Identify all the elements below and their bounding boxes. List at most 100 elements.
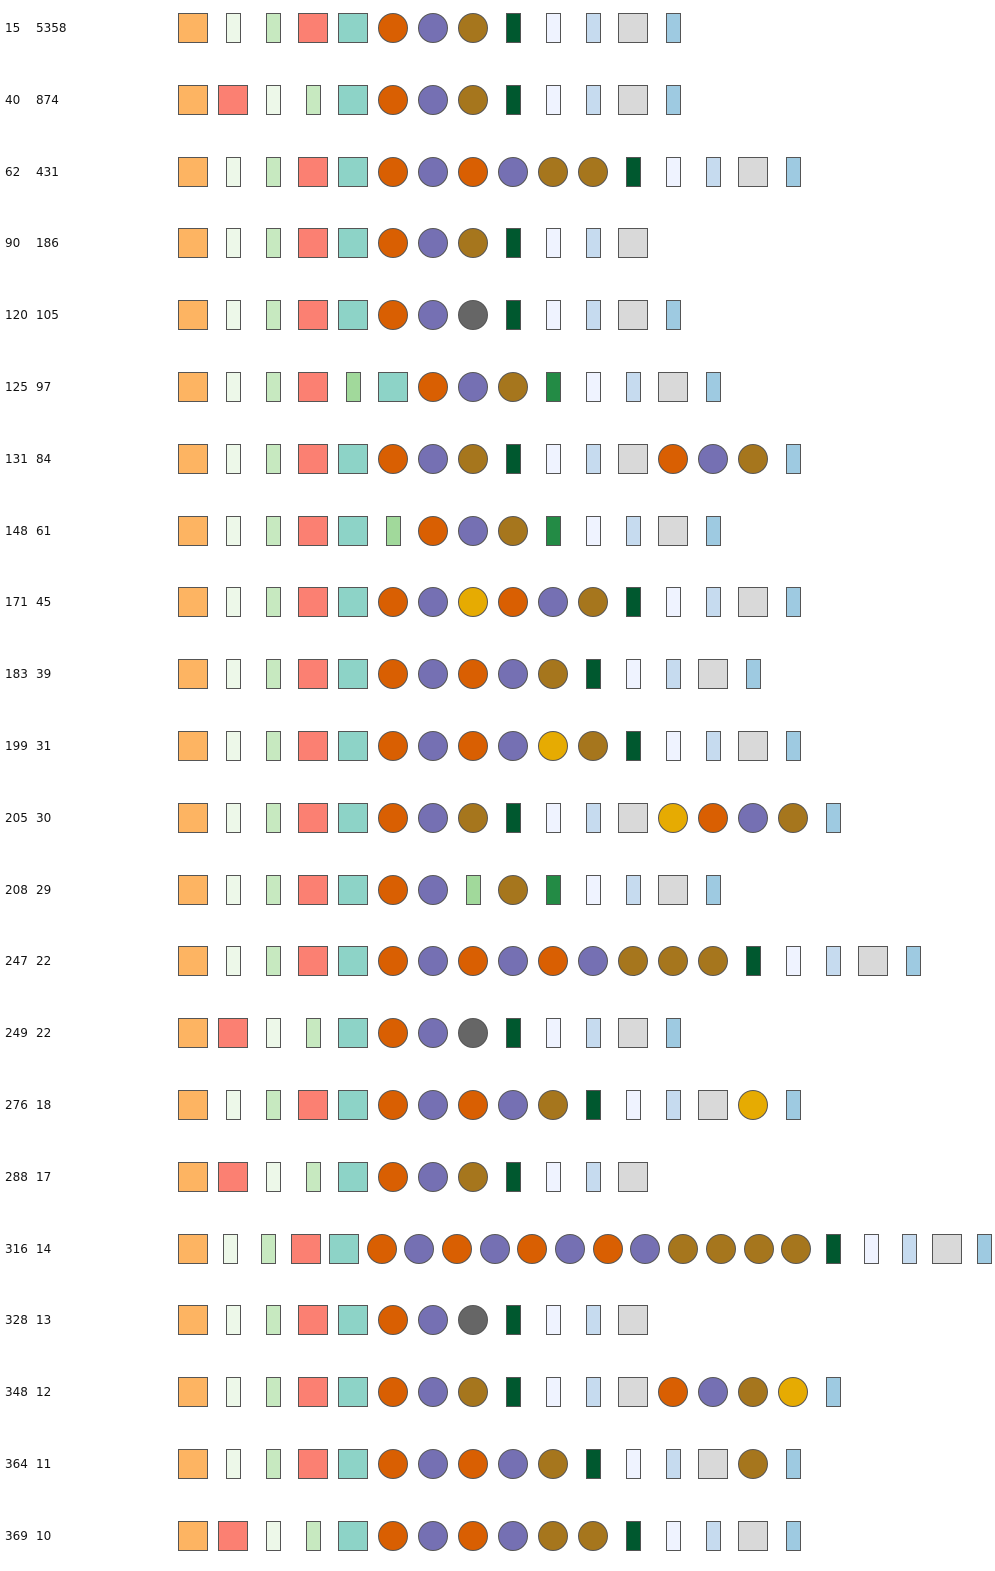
row-count-label: 22 (36, 1026, 52, 1041)
glyph-circle (578, 946, 608, 976)
glyph-circle (738, 1377, 768, 1407)
glyph-bar (826, 946, 841, 976)
glyph-bar (266, 1162, 281, 1192)
glyph-circle (418, 85, 448, 115)
glyph-circle (658, 803, 688, 833)
glyph-circle (538, 731, 568, 761)
glyph-circle (418, 875, 448, 905)
glyph-circle (458, 1377, 488, 1407)
glyph-bar (226, 13, 241, 43)
glyph-square (658, 372, 688, 402)
glyph-bar (666, 1521, 681, 1551)
glyph-circle (658, 1377, 688, 1407)
glyph-circle (378, 85, 408, 115)
glyph-bar (226, 1305, 241, 1335)
glyph-circle (378, 659, 408, 689)
glyph-bar (706, 1521, 721, 1551)
glyph-bar (586, 300, 601, 330)
row-id-label: 364 (5, 1457, 28, 1471)
glyph-square (178, 516, 208, 546)
row-id-label: 40 (5, 92, 21, 107)
glyph-circle (698, 444, 728, 474)
glyph-bar (626, 1449, 641, 1479)
glyph-bar (786, 444, 801, 474)
glyph-circle (458, 1305, 488, 1335)
glyph-bar (226, 1377, 241, 1407)
row-id-label: 90 (5, 236, 21, 251)
glyph-square (338, 1162, 368, 1192)
glyph-circle (418, 228, 448, 258)
glyph-bar (546, 300, 561, 330)
glyph-circle (668, 1234, 698, 1264)
glyph-bar (626, 516, 641, 546)
glyph-bar (626, 587, 641, 617)
glyph-square (178, 372, 208, 402)
glyph-circle (698, 803, 728, 833)
glyph-bar (546, 516, 561, 546)
glyph-bar (786, 731, 801, 761)
glyph-bar (226, 1090, 241, 1120)
glyph-bar (266, 228, 281, 258)
row-count-label: 874 (36, 92, 59, 107)
glyph-bar (266, 85, 281, 115)
glyph-circle (706, 1234, 736, 1264)
glyph-bar (506, 1305, 521, 1335)
glyph-bar (226, 875, 241, 905)
glyph-circle (538, 946, 568, 976)
row-id-label: 62 (5, 164, 21, 179)
glyph-circle (378, 587, 408, 617)
row-count-label: 39 (36, 667, 52, 682)
glyph-circle (480, 1234, 510, 1264)
glyph-bar (586, 875, 601, 905)
glyph-circle (498, 659, 528, 689)
glyph-circle (498, 516, 528, 546)
glyph-bar (266, 875, 281, 905)
glyph-bar (666, 85, 681, 115)
glyph-bar (826, 1234, 841, 1264)
glyph-bar (306, 1162, 321, 1192)
glyph-square (378, 372, 408, 402)
glyph-bar (226, 228, 241, 258)
glyph-bar (706, 587, 721, 617)
glyph-circle (418, 803, 448, 833)
glyph-square (298, 659, 328, 689)
glyph-bar (266, 659, 281, 689)
row-id-label: 247 (5, 954, 28, 969)
glyph-circle (458, 85, 488, 115)
glyph-circle (418, 1449, 448, 1479)
glyph-bar (706, 516, 721, 546)
glyph-circle (458, 659, 488, 689)
glyph-bar (266, 300, 281, 330)
glyph-square (338, 300, 368, 330)
glyph-bar (706, 372, 721, 402)
glyph-circle (578, 731, 608, 761)
glyph-bar (666, 157, 681, 187)
glyph-square (178, 13, 208, 43)
glyph-bar (346, 372, 361, 402)
glyph-bar (586, 444, 601, 474)
glyph-bar (666, 731, 681, 761)
glyph-square (178, 1377, 208, 1407)
glyph-bar (506, 228, 521, 258)
glyph-bar (586, 516, 601, 546)
glyph-square (738, 1521, 768, 1551)
glyph-bar (226, 946, 241, 976)
glyph-square (178, 1018, 208, 1048)
glyph-circle (778, 1377, 808, 1407)
row-count-label: 10 (36, 1528, 52, 1543)
glyph-square (698, 659, 728, 689)
row-count-label: 61 (36, 523, 52, 538)
row-id-label: 199 (5, 739, 28, 753)
glyph-bar (586, 1090, 601, 1120)
glyph-circle (538, 1090, 568, 1120)
glyph-circle (458, 372, 488, 402)
glyph-bar (226, 372, 241, 402)
row-id-label: 15 (5, 21, 21, 35)
glyph-square (338, 659, 368, 689)
glyph-square (298, 372, 328, 402)
glyph-circle (378, 731, 408, 761)
glyph-bar (586, 1449, 601, 1479)
glyph-circle (378, 875, 408, 905)
glyph-bar (506, 1377, 521, 1407)
